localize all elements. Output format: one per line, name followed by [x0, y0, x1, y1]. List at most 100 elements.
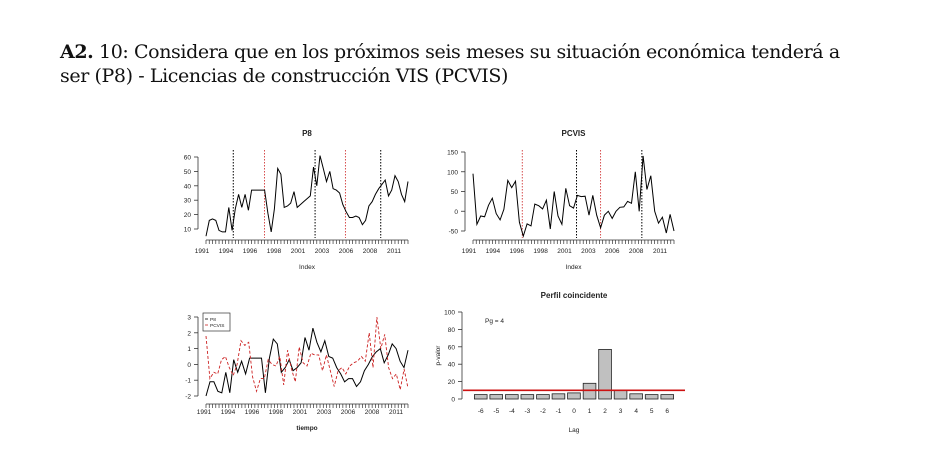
x-tick-label: 2006 — [605, 248, 620, 255]
x-axis-label: tiempo — [296, 425, 317, 432]
x-tick-label: -6 — [478, 408, 484, 415]
x-tick-label: -1 — [556, 408, 562, 415]
y-tick-label: 150 — [447, 150, 458, 157]
y-tick-label: 30 — [184, 198, 192, 205]
x-tick-label: 2008 — [629, 248, 644, 255]
x-tick-label: 1991 — [197, 409, 212, 416]
bar — [644, 394, 659, 400]
x-tick-label: 2003 — [581, 248, 596, 255]
chart-1: P8 Index 10 20 30 40 50 60 1991 1994 1996 1998 2001 2… — [184, 129, 409, 271]
section-number: A2. — [60, 41, 94, 63]
x-axis-label: Lag — [569, 427, 580, 434]
x-tick-label: 2001 — [293, 409, 308, 416]
y-tick-label: 10 — [184, 227, 192, 234]
chart-2: PCVIS Index -50 0 50 100 150 1991 1994 1996 1998 20… — [447, 129, 675, 271]
x-tick-label: 2001 — [557, 248, 572, 255]
y-tick-label: 3 — [187, 315, 191, 322]
legend-box — [202, 312, 231, 332]
y-tick-label: 80 — [448, 327, 456, 334]
y-tick-label: 0 — [454, 209, 458, 216]
y-tick-label: 100 — [447, 169, 458, 176]
bar — [536, 394, 550, 400]
y-tick-label: 1 — [187, 346, 191, 353]
x-tick-label: 2003 — [317, 409, 332, 416]
bar — [567, 392, 581, 400]
y-tick-label: -2 — [185, 394, 191, 401]
x-tick-label: 1998 — [269, 409, 284, 416]
y-tick-label: 20 — [448, 379, 456, 386]
y-tick-label: -1 — [185, 378, 191, 385]
bar — [582, 382, 597, 400]
series-line-p8 — [205, 155, 409, 237]
x-tick-label: 2008 — [365, 409, 380, 416]
series-line-p8 — [205, 327, 409, 397]
x-tick-label: 2006 — [341, 409, 356, 416]
bar — [520, 394, 535, 400]
x-tick-label: 2001 — [291, 248, 306, 255]
x-axis-label: Index — [299, 264, 316, 271]
x-tick-label: 3 — [619, 408, 623, 415]
y-tick-label: 2 — [187, 330, 191, 337]
legend-label: P8 — [210, 317, 216, 323]
x-tick-label: 2011 — [387, 248, 401, 255]
x-tick-label: -3 — [524, 408, 530, 415]
bar — [505, 394, 519, 400]
y-tick-label: 100 — [444, 310, 455, 317]
x-tick-label: 4 — [634, 408, 638, 415]
x-tick-label: 6 — [665, 408, 669, 415]
bar — [473, 394, 488, 400]
x-tick-label: 2 — [603, 408, 607, 415]
y-tick-label: 0 — [187, 362, 191, 369]
x-tick-label: 0 — [572, 408, 576, 415]
bar — [598, 348, 612, 400]
bar — [629, 393, 643, 400]
chart-title: Perfil coincidente — [541, 291, 608, 300]
chart-title: P8 — [302, 129, 312, 138]
x-tick-label: 1998 — [533, 248, 548, 255]
series-line-pcvis — [205, 316, 409, 393]
x-tick-label: 2006 — [339, 248, 354, 255]
x-tick-label: 1994 — [219, 248, 234, 255]
y-tick-label: 20 — [184, 212, 192, 219]
x-tick-label: 2011 — [653, 248, 667, 255]
y-tick-label: -50 — [449, 229, 459, 236]
x-tick-label: 1998 — [267, 248, 282, 255]
section-heading: A2. 10: Considera que en los próximos se… — [60, 40, 850, 88]
bar — [551, 393, 566, 400]
x-tick-label: 1996 — [243, 248, 258, 255]
x-tick-label: 1 — [588, 408, 592, 415]
x-tick-label: -4 — [509, 408, 515, 415]
y-tick-label: 60 — [448, 344, 456, 351]
series-line-pcvis — [472, 155, 675, 238]
x-tick-label: 1991 — [195, 248, 210, 255]
y-axis-label: p-valor — [435, 345, 442, 366]
x-tick-label: -5 — [493, 408, 499, 415]
legend-label: PCVIS — [210, 323, 224, 329]
x-tick-label: 1994 — [221, 409, 236, 416]
y-tick-label: 60 — [184, 155, 192, 162]
chart-3: tiempo -2 -1 0 1 2 3 1991 1994 1996 1998 2001 2003 20… — [185, 312, 409, 432]
x-tick-label: 1996 — [245, 409, 260, 416]
y-tick-label: 0 — [451, 397, 455, 404]
x-tick-label: 1994 — [486, 248, 501, 255]
x-tick-label: -2 — [540, 408, 546, 415]
y-tick-label: 40 — [448, 362, 456, 369]
bar — [489, 394, 503, 400]
x-tick-label: 2011 — [389, 409, 403, 416]
chart-4: Perfil coincidenteLagp-valor020406080100… — [435, 291, 685, 434]
x-tick-label: 2003 — [315, 248, 330, 255]
chart-annotation: Pg = 4 — [485, 318, 504, 325]
x-tick-label: 2008 — [363, 248, 378, 255]
y-tick-label: 50 — [184, 169, 192, 176]
x-tick-label: 5 — [650, 408, 654, 415]
bar — [613, 389, 628, 400]
x-tick-label: 1996 — [510, 248, 525, 255]
section-title: 10: Considera que en los próximos seis m… — [60, 41, 840, 87]
y-tick-label: 40 — [184, 183, 192, 190]
x-tick-label: 1991 — [462, 248, 477, 255]
y-tick-label: 50 — [451, 189, 459, 196]
x-axis-label: Index — [566, 264, 583, 271]
bar — [660, 394, 675, 400]
